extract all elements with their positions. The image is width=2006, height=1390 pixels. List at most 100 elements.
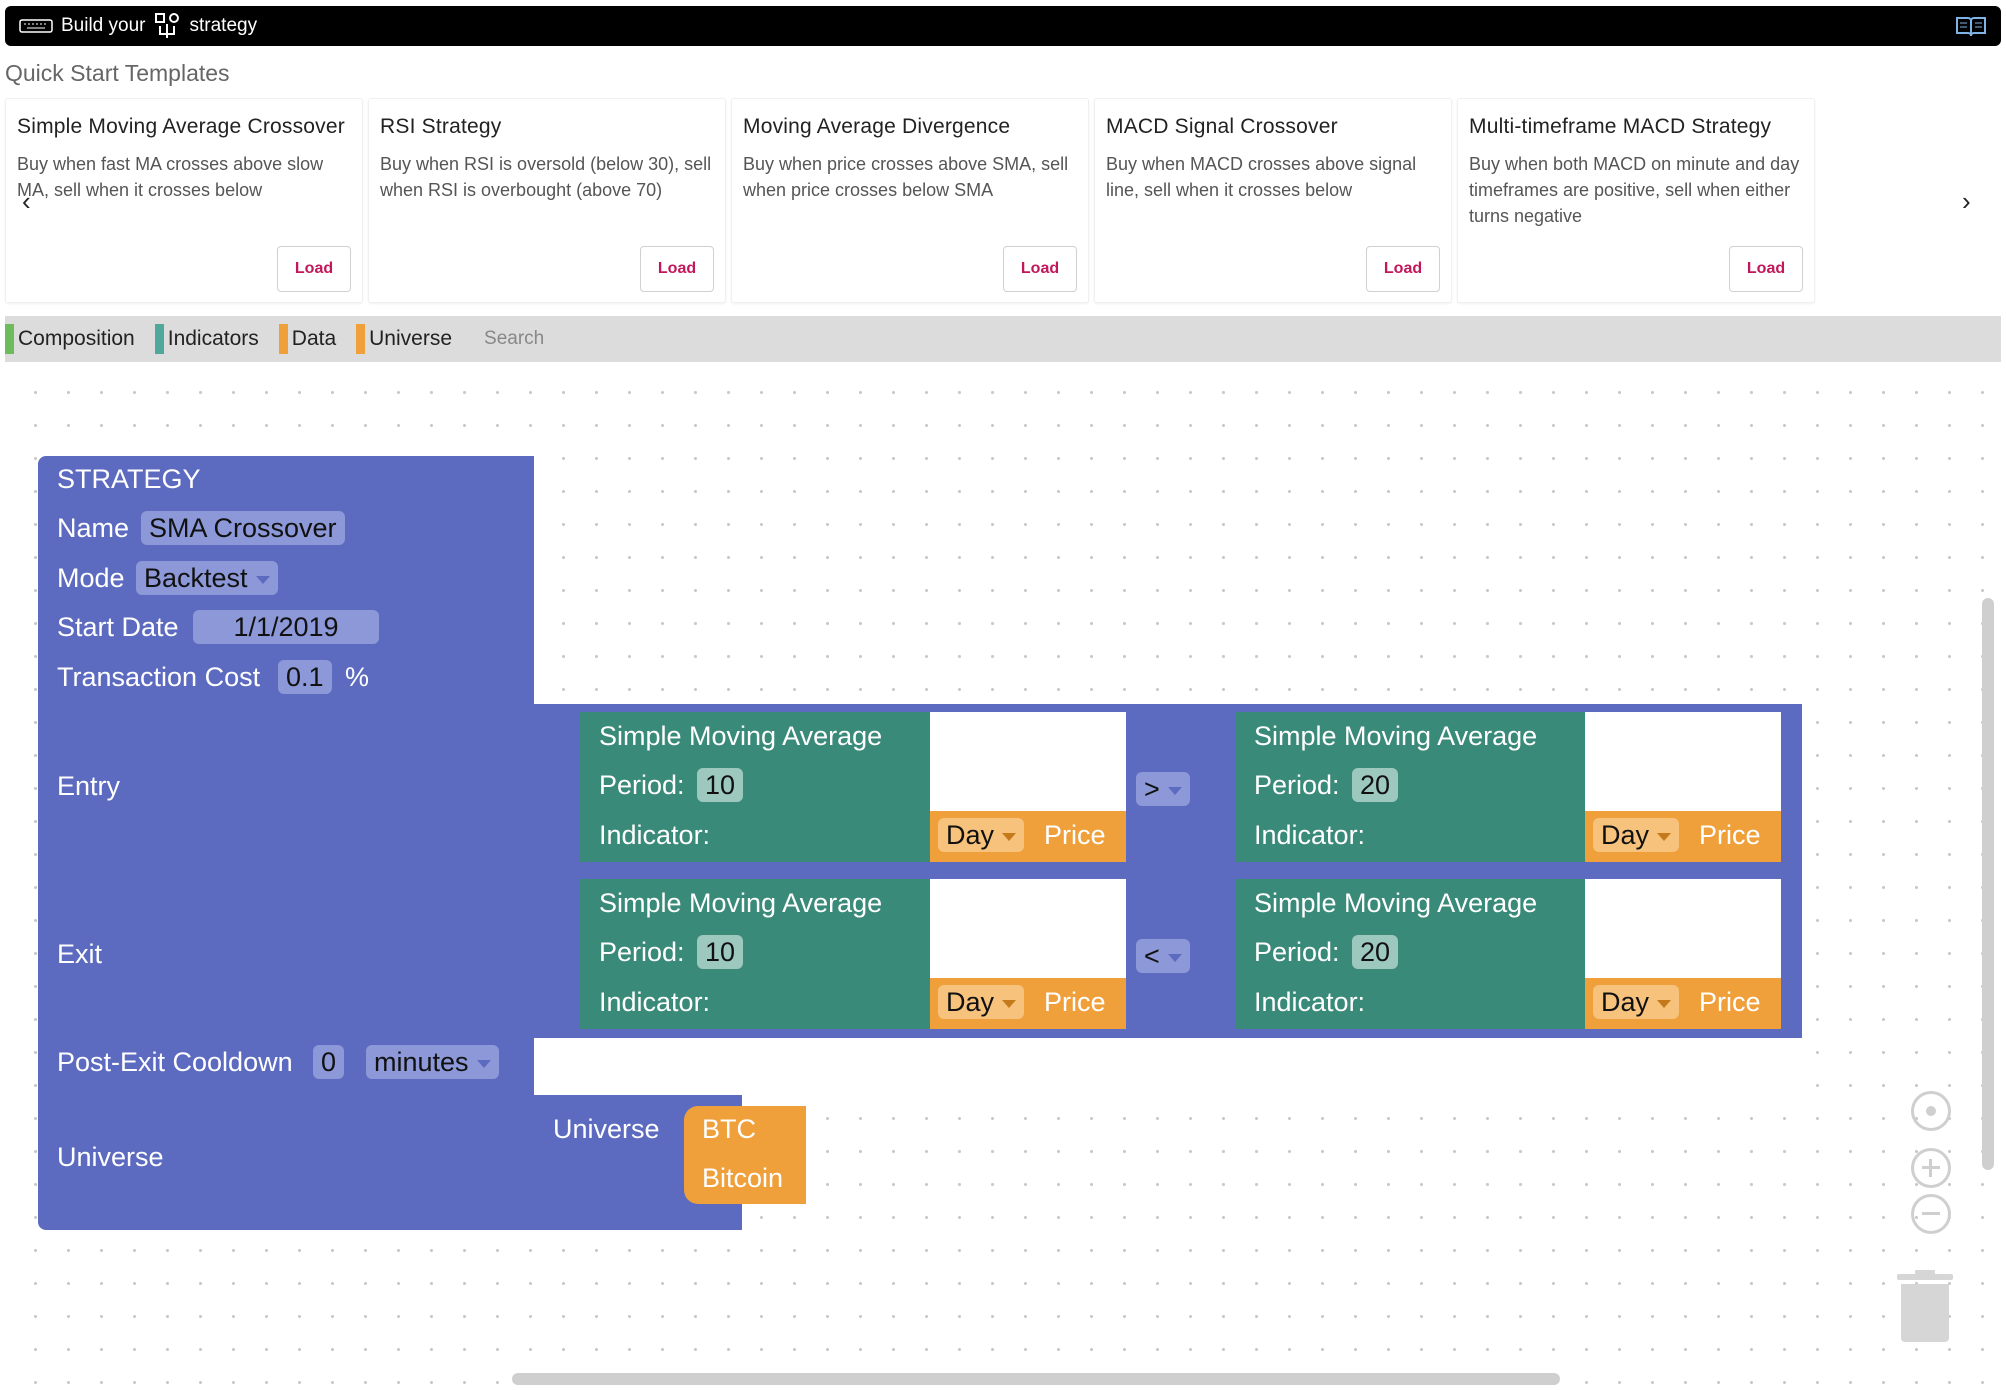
- chevron-down-icon: [1167, 786, 1182, 795]
- category-indicators[interactable]: Indicators: [154, 324, 259, 354]
- indicator-label: Indicator:: [599, 987, 711, 1017]
- timeframe-dropdown[interactable]: Day: [1593, 818, 1680, 852]
- sma-block-entry-left[interactable]: [580, 712, 930, 862]
- period-field[interactable]: 20: [1352, 768, 1399, 802]
- timeframe-value: Day: [946, 820, 995, 850]
- category-composition[interactable]: Composition: [5, 324, 135, 354]
- strategy-block[interactable]: [38, 456, 534, 1230]
- block-gap: [534, 1038, 1804, 1095]
- indicator-label: Indicator:: [1254, 820, 1366, 850]
- mode-value: Backtest: [144, 563, 248, 593]
- timeframe-dropdown[interactable]: Day: [938, 818, 1025, 852]
- sma-block-exit-left[interactable]: [580, 879, 930, 1029]
- chevron-down-icon: [476, 1059, 491, 1068]
- timeframe-value: Day: [1601, 987, 1650, 1017]
- cooldown-unit-dropdown[interactable]: minutes: [366, 1045, 499, 1079]
- vertical-scrollbar[interactable]: [1982, 598, 1994, 1170]
- recenter-icon[interactable]: [1911, 1091, 1951, 1131]
- template-desc: Buy when price crosses above SMA, sell w…: [743, 154, 1069, 200]
- period-field[interactable]: 10: [697, 935, 744, 969]
- category-swatch: [154, 324, 164, 354]
- timeframe-value: Day: [946, 987, 995, 1017]
- entry-operator-dropdown[interactable]: >: [1136, 772, 1190, 806]
- timeframe-value: Day: [1601, 820, 1650, 850]
- template-card-macd[interactable]: MACD Signal Crossover Buy when MACD cros…: [1094, 98, 1452, 303]
- load-button[interactable]: Load: [1003, 246, 1077, 292]
- title-bar: Build your strategy: [5, 6, 2001, 46]
- template-card-ma-divergence[interactable]: Moving Average Divergence Buy when price…: [731, 98, 1089, 303]
- load-button[interactable]: Load: [1729, 246, 1803, 292]
- chevron-right-icon[interactable]: ›: [1962, 186, 1971, 216]
- chevron-down-icon: [255, 575, 270, 584]
- data-label: Price: [1699, 820, 1761, 850]
- data-label: Price: [1699, 987, 1761, 1017]
- category-swatch: [356, 324, 366, 354]
- category-universe[interactable]: Universe: [356, 324, 452, 354]
- load-button[interactable]: Load: [640, 246, 714, 292]
- category-data[interactable]: Data: [278, 324, 337, 354]
- universe-btc-block[interactable]: [684, 1106, 806, 1204]
- sma-title: Simple Moving Average: [599, 721, 883, 751]
- transaction-cost-label: Transaction Cost: [57, 662, 261, 692]
- horizontal-scrollbar[interactable]: [512, 1373, 1560, 1385]
- transaction-cost-field[interactable]: 0.1: [278, 660, 332, 694]
- load-button[interactable]: Load: [277, 246, 351, 292]
- indicator-label: Indicator:: [599, 820, 711, 850]
- period-field[interactable]: 20: [1352, 935, 1399, 969]
- template-desc: Buy when MACD crosses above signal line,…: [1106, 154, 1417, 200]
- universe-label: Universe: [57, 1142, 164, 1172]
- chevron-down-icon: [1002, 832, 1017, 841]
- data-label: Price: [1044, 820, 1106, 850]
- transaction-cost-unit: %: [345, 662, 370, 692]
- template-desc: Buy when both MACD on minute and day tim…: [1469, 154, 1800, 226]
- template-title: Simple Moving Average Crossover: [17, 115, 345, 138]
- template-card-multi-macd[interactable]: Multi-timeframe MACD Strategy Buy when b…: [1457, 98, 1815, 303]
- start-date-label: Start Date: [57, 612, 179, 642]
- sma-input-slot: [1585, 712, 1781, 811]
- period-label: Period:: [599, 937, 685, 967]
- title-part-2: strategy: [189, 15, 258, 36]
- trash-icon[interactable]: [1897, 1270, 1953, 1342]
- quick-start-title: Quick Start Templates: [5, 60, 230, 86]
- sma-title: Simple Moving Average: [1254, 721, 1538, 751]
- cooldown-field[interactable]: 0: [313, 1045, 345, 1079]
- period-field[interactable]: 10: [697, 768, 744, 802]
- toolbox-bar: Composition Indicators Data Universe Sea…: [5, 316, 2001, 362]
- book-icon[interactable]: [1955, 14, 1987, 44]
- category-label: Indicators: [167, 327, 259, 350]
- template-title: Multi-timeframe MACD Strategy: [1469, 115, 1772, 138]
- cooldown-unit-value: minutes: [374, 1047, 469, 1077]
- category-label: Data: [291, 327, 337, 350]
- template-title: MACD Signal Crossover: [1106, 115, 1338, 138]
- start-date-field[interactable]: 1/1/2019: [193, 610, 379, 644]
- zoom-out-icon[interactable]: [1911, 1194, 1951, 1234]
- load-button[interactable]: Load: [1366, 246, 1440, 292]
- zoom-in-icon[interactable]: [1911, 1148, 1951, 1188]
- category-swatch: [5, 324, 14, 354]
- template-card-sma[interactable]: Simple Moving Average Crossover Buy when…: [5, 98, 363, 303]
- keyboard-icon: [19, 18, 53, 34]
- sma-block-entry-right[interactable]: [1235, 712, 1585, 862]
- data-label: Price: [1044, 987, 1106, 1017]
- operator-value: >: [1144, 774, 1160, 804]
- universe-block-label: Universe: [553, 1114, 660, 1144]
- exit-operator-dropdown[interactable]: <: [1136, 939, 1190, 973]
- period-label: Period:: [1254, 770, 1340, 800]
- timeframe-dropdown[interactable]: Day: [1593, 985, 1680, 1019]
- mode-dropdown[interactable]: Backtest: [136, 561, 278, 595]
- template-desc: Buy when fast MA crosses above slow MA, …: [17, 154, 324, 200]
- name-field[interactable]: SMA Crossover: [141, 511, 345, 545]
- sma-block-exit-right[interactable]: [1235, 879, 1585, 1029]
- search-input[interactable]: Search: [484, 328, 545, 349]
- entry-label: Entry: [57, 771, 121, 801]
- chevron-down-icon: [1002, 999, 1017, 1008]
- template-card-rsi[interactable]: RSI Strategy Buy when RSI is oversold (b…: [368, 98, 726, 303]
- chevron-down-icon: [1657, 832, 1672, 841]
- sma-input-slot: [1585, 879, 1781, 978]
- chevron-down-icon: [1657, 999, 1672, 1008]
- chevron-left-icon[interactable]: ‹: [22, 186, 31, 216]
- sma-input-slot: [930, 712, 1126, 811]
- timeframe-dropdown[interactable]: Day: [938, 985, 1025, 1019]
- indicator-label: Indicator:: [1254, 987, 1366, 1017]
- universe-ticker: BTC: [702, 1114, 756, 1144]
